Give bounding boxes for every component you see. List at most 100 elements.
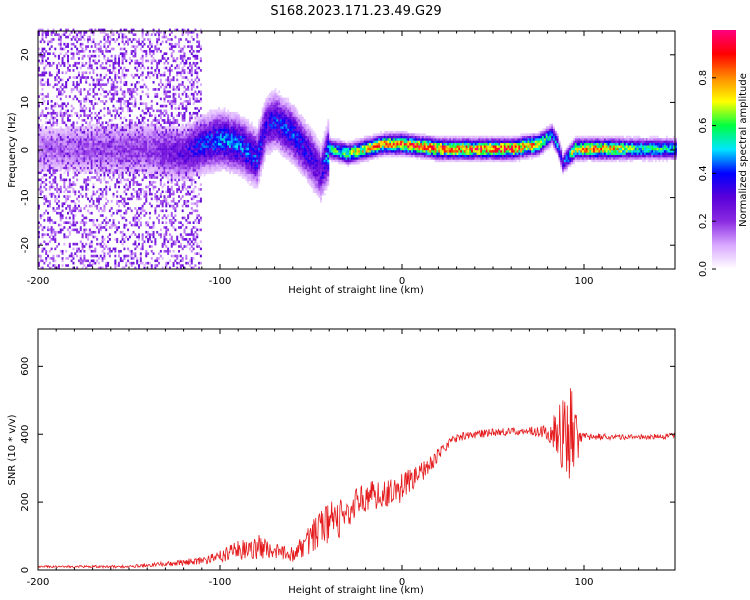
heatmap-cell <box>163 138 166 141</box>
heatmap-cell <box>65 221 68 224</box>
heatmap-cell <box>190 130 193 134</box>
heatmap-cell <box>192 150 195 153</box>
heatmap-cell <box>114 171 117 175</box>
heatmap-cell <box>208 145 211 148</box>
heatmap-cell <box>77 199 80 203</box>
heatmap-cell <box>158 233 161 236</box>
heatmap-cell <box>170 100 173 103</box>
heatmap-cell <box>172 121 175 125</box>
heatmap-cell <box>165 166 168 170</box>
heatmap-cell <box>229 166 231 170</box>
heatmap-cell <box>105 197 108 201</box>
heatmap-cell <box>128 114 131 117</box>
heatmap-cell <box>136 69 139 72</box>
heatmap-cell <box>92 183 95 186</box>
heatmap-cell <box>194 61 197 65</box>
heatmap-cell <box>194 150 197 153</box>
heatmap-cell <box>96 157 99 160</box>
heatmap-cell <box>179 166 182 170</box>
heatmap-cell <box>88 121 91 125</box>
heatmap-cell <box>236 114 239 117</box>
heatmap-cell <box>170 242 173 246</box>
heatmap-cell <box>99 116 102 120</box>
heatmap-cell <box>41 114 44 117</box>
heatmap-cell <box>159 166 162 170</box>
heatmap-cell <box>141 85 144 89</box>
heatmap-cell <box>154 133 157 136</box>
heatmap-cell <box>174 164 177 167</box>
heatmap-cell <box>168 164 171 167</box>
heatmap-cell <box>205 140 208 144</box>
heatmap-cell <box>212 111 215 115</box>
heatmap-cell <box>198 166 201 170</box>
heatmap-cell <box>161 147 164 151</box>
heatmap-cell <box>57 145 60 148</box>
heatmap-cell <box>163 52 166 56</box>
heatmap-cell <box>229 152 231 155</box>
heatmap-cell <box>236 116 239 120</box>
heatmap-cell <box>105 59 108 63</box>
heatmap-cell <box>158 135 161 139</box>
heatmap-cell <box>65 235 68 239</box>
heatmap-cell <box>83 180 86 184</box>
heatmap-cell <box>41 78 44 82</box>
heatmap-cell <box>183 154 186 158</box>
heatmap-cell <box>56 121 59 125</box>
heatmap-cell <box>163 197 166 201</box>
heatmap-cell <box>41 97 44 101</box>
heatmap-cell <box>56 133 59 136</box>
heatmap-cell <box>194 264 197 267</box>
heatmap-cell <box>187 185 190 189</box>
heatmap-cell <box>121 133 124 136</box>
heatmap-cell <box>116 80 119 84</box>
heatmap-cell <box>190 261 193 265</box>
heatmap-cell <box>167 116 170 120</box>
heatmap-cell <box>119 116 122 120</box>
heatmap-cell <box>74 204 77 208</box>
heatmap-cell <box>179 47 182 51</box>
heatmap-cell <box>170 254 173 258</box>
heatmap-cell <box>225 152 228 155</box>
heatmap-cell <box>97 261 100 265</box>
heatmap-cell <box>83 169 86 172</box>
heatmap-cell <box>145 140 148 144</box>
heatmap-cell <box>176 107 179 110</box>
heatmap-cell <box>214 164 217 167</box>
heatmap-cell <box>101 235 104 239</box>
heatmap-cell <box>114 85 117 89</box>
heatmap-cell <box>227 166 230 170</box>
heatmap-cell <box>216 121 219 125</box>
heatmap-cell <box>234 152 237 155</box>
heatmap-cell <box>198 266 201 270</box>
heatmap-cell <box>183 161 186 165</box>
heatmap-cell <box>72 257 75 260</box>
heatmap-cell <box>147 252 150 255</box>
heatmap-cell <box>130 195 133 198</box>
heatmap-cell <box>159 202 162 205</box>
heatmap-cell <box>134 252 137 255</box>
heatmap-cell <box>187 142 190 146</box>
heatmap-cell <box>181 195 184 198</box>
heatmap-cell <box>61 159 64 163</box>
heatmap-cell <box>63 147 66 151</box>
heatmap-cell <box>174 102 177 105</box>
heatmap-cell <box>229 126 231 129</box>
heatmap-cell <box>81 195 84 198</box>
heatmap-cell <box>74 64 77 67</box>
heatmap-cell <box>176 130 179 134</box>
heatmap-cell <box>199 128 202 132</box>
heatmap-cell <box>148 130 151 134</box>
heatmap-cell <box>163 147 166 151</box>
heatmap-cell <box>227 123 230 127</box>
heatmap-cell <box>57 242 60 246</box>
heatmap-cell <box>87 123 90 127</box>
heatmap-cell <box>92 135 95 139</box>
heatmap-cell <box>163 240 166 244</box>
heatmap-cell <box>90 102 93 105</box>
heatmap-cell <box>48 71 51 75</box>
heatmap-cell <box>199 97 202 101</box>
heatmap-cell <box>196 154 199 158</box>
heatmap-cell <box>123 202 126 205</box>
heatmap-cell <box>96 219 99 222</box>
heatmap-cell <box>96 190 99 194</box>
